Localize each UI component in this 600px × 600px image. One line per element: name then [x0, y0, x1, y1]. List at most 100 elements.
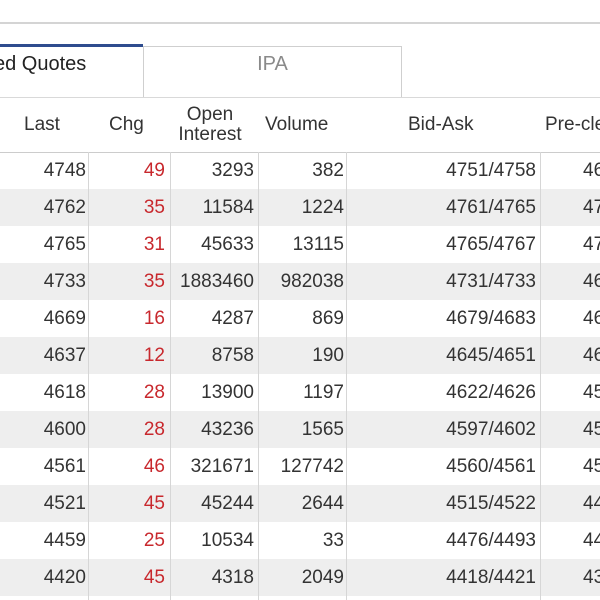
cell-last: 4420 — [43, 567, 86, 588]
cell-bid-ask: 4751/4758 — [446, 160, 536, 181]
column-divider — [170, 152, 171, 600]
table-row[interactable]: 4733 35 1883460 982038 4731/4733 46 — [0, 263, 600, 300]
table-row[interactable]: 4521 45 45244 2644 4515/4522 44 — [0, 485, 600, 522]
cell-open-interest: 4287 — [211, 308, 254, 329]
column-divider — [258, 152, 259, 600]
cell-pre-close: 46 — [583, 160, 600, 181]
cell-last: 4733 — [43, 271, 86, 292]
column-divider — [346, 152, 347, 600]
cell-chg: 28 — [143, 382, 165, 403]
cell-volume: 1224 — [301, 197, 344, 218]
cell-pre-close: 45 — [583, 382, 600, 403]
cell-open-interest: 10534 — [201, 530, 254, 551]
cell-chg: 46 — [143, 456, 165, 477]
cell-volume: 2049 — [301, 567, 344, 588]
column-header-open-interest[interactable]: Open Interest — [178, 104, 242, 145]
tab-ipa-label: IPA — [257, 53, 288, 75]
cell-volume: 982038 — [280, 271, 344, 292]
cell-last: 4459 — [43, 530, 86, 551]
cell-chg: 45 — [143, 493, 165, 514]
cell-volume: 33 — [322, 530, 344, 551]
cell-chg: 49 — [143, 160, 165, 181]
cell-volume: 1197 — [303, 382, 344, 403]
table-row[interactable]: 4762 35 11584 1224 4761/4765 47 — [0, 189, 600, 226]
column-header-last[interactable]: Last — [24, 114, 60, 135]
cell-bid-ask: 4418/4421 — [446, 567, 536, 588]
cell-bid-ask: 4476/4493 — [446, 530, 536, 551]
cell-bid-ask: 4765/4767 — [446, 234, 536, 255]
column-header-volume[interactable]: Volume — [265, 114, 329, 135]
cell-volume: 127742 — [280, 456, 344, 477]
cell-open-interest: 1883460 — [180, 271, 254, 292]
cell-pre-close: 46 — [583, 345, 600, 366]
cell-pre-close: 43 — [583, 567, 600, 588]
table-row[interactable]: 4637 12 8758 190 4645/4651 46 — [0, 337, 600, 374]
cell-chg: 35 — [143, 271, 165, 292]
cell-bid-ask: 4731/4733 — [446, 271, 536, 292]
table-row[interactable]: 4459 25 10534 33 4476/4493 44 — [0, 522, 600, 559]
cell-pre-close: 47 — [583, 197, 600, 218]
cell-last: 4561 — [43, 456, 86, 477]
cell-open-interest: 13900 — [201, 382, 254, 403]
table-header: Last Chg Open Interest Volume Bid-Ask Pr… — [0, 97, 600, 153]
cell-chg: 16 — [143, 308, 165, 329]
cell-chg: 12 — [143, 345, 165, 366]
cell-chg: 45 — [143, 567, 165, 588]
cell-volume: 2644 — [301, 493, 344, 514]
column-divider — [540, 152, 541, 600]
column-header-pre-close[interactable]: Pre-cle — [545, 114, 600, 135]
cell-chg: 25 — [143, 530, 165, 551]
cell-open-interest: 11584 — [202, 197, 254, 218]
table-row[interactable]: 4618 28 13900 1197 4622/4626 45 — [0, 374, 600, 411]
cell-last: 4762 — [43, 197, 86, 218]
cell-open-interest: 8758 — [211, 345, 254, 366]
table-row[interactable]: 4420 45 4318 2049 4418/4421 43 — [0, 559, 600, 596]
cell-chg: 28 — [143, 419, 165, 440]
cell-chg: 35 — [143, 197, 165, 218]
column-header-chg[interactable]: Chg — [109, 114, 144, 135]
cell-pre-close: 45 — [583, 419, 600, 440]
cell-last: 4669 — [43, 308, 86, 329]
tab-quotes[interactable]: ed Quotes — [0, 44, 143, 98]
cell-last: 4637 — [43, 345, 86, 366]
cell-bid-ask: 4622/4626 — [446, 382, 536, 403]
table-row[interactable]: 4669 16 4287 869 4679/4683 46 — [0, 300, 600, 337]
cell-volume: 1565 — [301, 419, 344, 440]
cell-open-interest: 321671 — [190, 456, 254, 477]
cell-bid-ask: 4597/4602 — [446, 419, 536, 440]
tab-bar: ed Quotes IPA — [0, 44, 600, 100]
table-row[interactable]: 4765 31 45633 13115 4765/4767 47 — [0, 226, 600, 263]
cell-bid-ask: 4560/4561 — [446, 456, 536, 477]
cell-bid-ask: 4515/4522 — [446, 493, 536, 514]
top-bar — [0, 0, 600, 24]
cell-chg: 31 — [143, 234, 165, 255]
cell-last: 4618 — [43, 382, 86, 403]
cell-open-interest: 45244 — [201, 493, 254, 514]
column-divider — [88, 152, 89, 600]
tab-quotes-label: ed Quotes — [0, 53, 87, 75]
cell-bid-ask: 4679/4683 — [446, 308, 536, 329]
cell-pre-close: 44 — [583, 493, 600, 514]
cell-last: 4521 — [43, 493, 86, 514]
cell-last: 4765 — [43, 234, 86, 255]
cell-open-interest: 43236 — [201, 419, 254, 440]
cell-pre-close: 45 — [583, 456, 600, 477]
column-header-bid-ask[interactable]: Bid-Ask — [408, 114, 474, 135]
cell-volume: 869 — [312, 308, 344, 329]
cell-volume: 13115 — [292, 234, 344, 255]
cell-bid-ask: 4761/4765 — [446, 197, 536, 218]
cell-open-interest: 3293 — [211, 160, 254, 181]
table-row[interactable]: 4561 46 321671 127742 4560/4561 45 — [0, 448, 600, 485]
cell-pre-close: 44 — [583, 530, 600, 551]
table-row[interactable]: 4748 49 3293 382 4751/4758 46 — [0, 152, 600, 189]
table-row[interactable]: 4600 28 43236 1565 4597/4602 45 — [0, 411, 600, 448]
cell-open-interest: 4318 — [211, 567, 254, 588]
tab-ipa[interactable]: IPA — [143, 46, 402, 98]
cell-bid-ask: 4645/4651 — [446, 345, 536, 366]
cell-pre-close: 46 — [583, 308, 600, 329]
cell-last: 4600 — [43, 419, 86, 440]
cell-pre-close: 46 — [583, 271, 600, 292]
cell-pre-close: 47 — [583, 234, 600, 255]
cell-open-interest: 45633 — [201, 234, 254, 255]
cell-last: 4748 — [43, 160, 86, 181]
